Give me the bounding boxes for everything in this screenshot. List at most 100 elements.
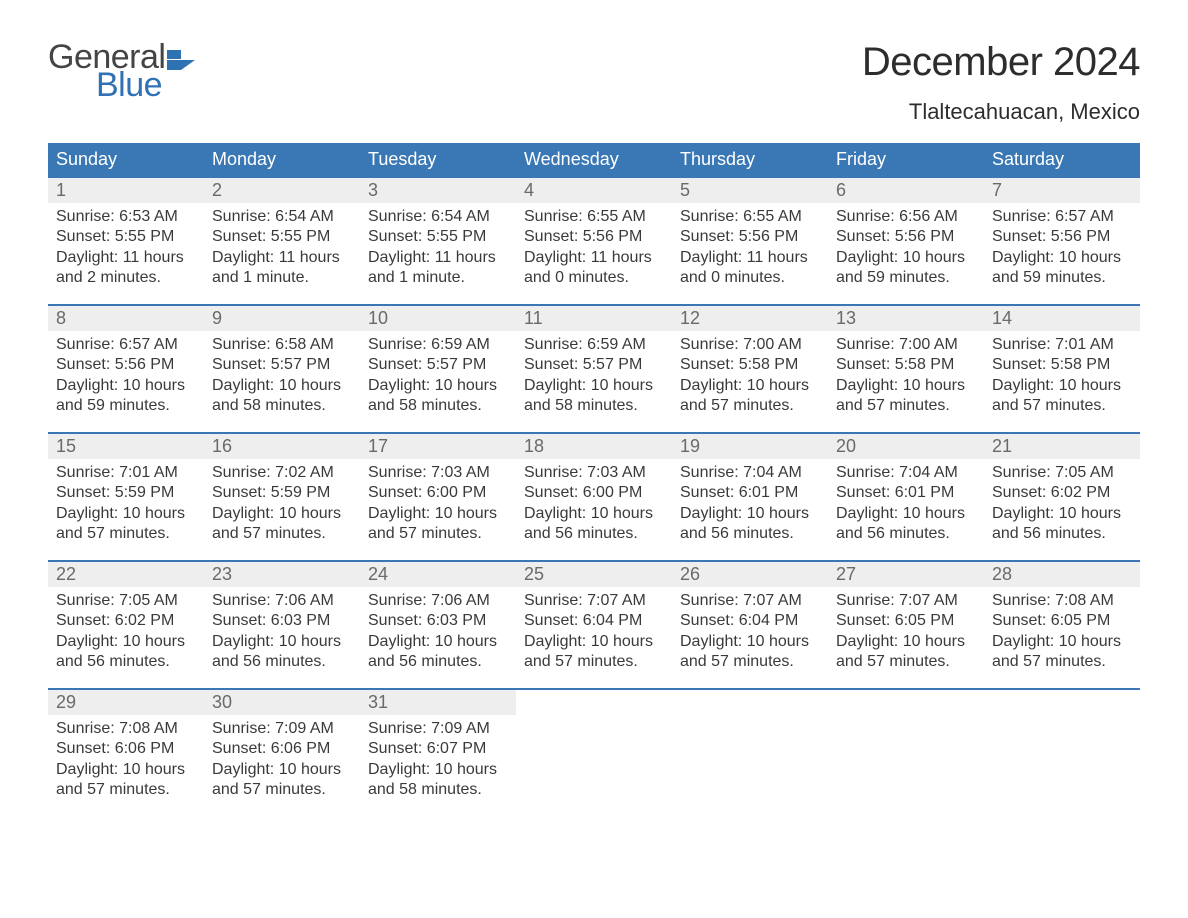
day-d2-line: and 57 minutes. [992, 652, 1132, 672]
day-sunset-line: Sunset: 6:00 PM [368, 483, 508, 503]
calendar-day-cell: 22Sunrise: 7:05 AMSunset: 6:02 PMDayligh… [48, 562, 204, 688]
day-d2-line: and 57 minutes. [680, 652, 820, 672]
day-d2-line: and 57 minutes. [368, 524, 508, 544]
day-details: Sunrise: 6:57 AMSunset: 5:56 PMDaylight:… [992, 207, 1132, 289]
day-d2-line: and 57 minutes. [992, 396, 1132, 416]
day-sunrise-line: Sunrise: 6:56 AM [836, 207, 976, 227]
calendar-day-cell: 20Sunrise: 7:04 AMSunset: 6:01 PMDayligh… [828, 434, 984, 560]
day-d2-line: and 59 minutes. [836, 268, 976, 288]
day-sunrise-line: Sunrise: 7:03 AM [368, 463, 508, 483]
day-d1-line: Daylight: 11 hours [680, 248, 820, 268]
day-sunset-line: Sunset: 6:02 PM [992, 483, 1132, 503]
weekday-header-cell: Wednesday [516, 143, 672, 176]
calendar: SundayMondayTuesdayWednesdayThursdayFrid… [48, 143, 1140, 816]
day-details: Sunrise: 7:00 AMSunset: 5:58 PMDaylight:… [680, 335, 820, 417]
day-sunset-line: Sunset: 6:05 PM [836, 611, 976, 631]
day-sunrise-line: Sunrise: 7:06 AM [368, 591, 508, 611]
calendar-day-empty [984, 690, 1140, 816]
calendar-day-cell: 8 Sunrise: 6:57 AMSunset: 5:56 PMDaylight… [48, 306, 204, 432]
day-sunset-line: Sunset: 6:02 PM [56, 611, 196, 631]
day-d2-line: and 58 minutes. [212, 396, 352, 416]
day-d1-line: Daylight: 10 hours [836, 504, 976, 524]
day-sunset-line: Sunset: 6:04 PM [680, 611, 820, 631]
calendar-day-cell: 26Sunrise: 7:07 AMSunset: 6:04 PMDayligh… [672, 562, 828, 688]
calendar-day-cell: 6Sunrise: 6:56 AMSunset: 5:56 PMDaylight… [828, 178, 984, 304]
day-sunset-line: Sunset: 6:07 PM [368, 739, 508, 759]
day-sunset-line: Sunset: 5:57 PM [212, 355, 352, 375]
day-sunset-line: Sunset: 5:58 PM [992, 355, 1132, 375]
day-details: Sunrise: 7:01 AMSunset: 5:59 PMDaylight:… [56, 463, 196, 545]
day-details: Sunrise: 7:02 AMSunset: 5:59 PMDaylight:… [212, 463, 352, 545]
calendar-day-cell: 1Sunrise: 6:53 AMSunset: 5:55 PMDaylight… [48, 178, 204, 304]
day-number: 29 [48, 690, 204, 715]
day-sunrise-line: Sunrise: 7:09 AM [368, 719, 508, 739]
day-sunrise-line: Sunrise: 6:58 AM [212, 335, 352, 355]
day-details: Sunrise: 6:56 AMSunset: 5:56 PMDaylight:… [836, 207, 976, 289]
day-sunrise-line: Sunrise: 6:59 AM [524, 335, 664, 355]
day-d2-line: and 57 minutes. [836, 652, 976, 672]
day-d2-line: and 57 minutes. [680, 396, 820, 416]
day-number: 28 [984, 562, 1140, 587]
day-number: 18 [516, 434, 672, 459]
day-d1-line: Daylight: 10 hours [212, 504, 352, 524]
day-sunrise-line: Sunrise: 7:08 AM [992, 591, 1132, 611]
calendar-day-cell: 14Sunrise: 7:01 AMSunset: 5:58 PMDayligh… [984, 306, 1140, 432]
day-d1-line: Daylight: 10 hours [992, 248, 1132, 268]
day-d1-line: Daylight: 11 hours [212, 248, 352, 268]
day-sunrise-line: Sunrise: 7:09 AM [212, 719, 352, 739]
day-sunrise-line: Sunrise: 6:54 AM [212, 207, 352, 227]
day-number: 8 [48, 306, 204, 331]
calendar-day-cell: 18Sunrise: 7:03 AMSunset: 6:00 PMDayligh… [516, 434, 672, 560]
day-d2-line: and 56 minutes. [836, 524, 976, 544]
day-details: Sunrise: 6:59 AMSunset: 5:57 PMDaylight:… [524, 335, 664, 417]
day-details: Sunrise: 7:07 AMSunset: 6:04 PMDaylight:… [680, 591, 820, 673]
calendar-day-cell: 15Sunrise: 7:01 AMSunset: 5:59 PMDayligh… [48, 434, 204, 560]
day-d1-line: Daylight: 11 hours [524, 248, 664, 268]
day-d2-line: and 56 minutes. [680, 524, 820, 544]
day-d2-line: and 58 minutes. [524, 396, 664, 416]
day-sunrise-line: Sunrise: 7:00 AM [836, 335, 976, 355]
day-d1-line: Daylight: 10 hours [212, 760, 352, 780]
calendar-day-cell: 31Sunrise: 7:09 AMSunset: 6:07 PMDayligh… [360, 690, 516, 816]
calendar-day-cell: 7 Sunrise: 6:57 AMSunset: 5:56 PMDaylight… [984, 178, 1140, 304]
day-number: 9 [204, 306, 360, 331]
day-details: Sunrise: 7:04 AMSunset: 6:01 PMDaylight:… [680, 463, 820, 545]
day-d2-line: and 0 minutes. [524, 268, 664, 288]
calendar-day-cell: 2Sunrise: 6:54 AMSunset: 5:55 PMDaylight… [204, 178, 360, 304]
day-sunrise-line: Sunrise: 7:04 AM [680, 463, 820, 483]
calendar-day-empty [516, 690, 672, 816]
day-number: 25 [516, 562, 672, 587]
calendar-day-cell: 28Sunrise: 7:08 AMSunset: 6:05 PMDayligh… [984, 562, 1140, 688]
day-details: Sunrise: 7:08 AMSunset: 6:06 PMDaylight:… [56, 719, 196, 801]
day-sunset-line: Sunset: 5:59 PM [212, 483, 352, 503]
day-details: Sunrise: 7:03 AMSunset: 6:00 PMDaylight:… [368, 463, 508, 545]
day-number: 11 [516, 306, 672, 331]
day-d1-line: Daylight: 10 hours [212, 632, 352, 652]
day-sunrise-line: Sunrise: 7:02 AM [212, 463, 352, 483]
day-sunrise-line: Sunrise: 7:05 AM [992, 463, 1132, 483]
day-d2-line: and 59 minutes. [56, 396, 196, 416]
calendar-day-cell: 3Sunrise: 6:54 AMSunset: 5:55 PMDaylight… [360, 178, 516, 304]
day-sunset-line: Sunset: 5:56 PM [56, 355, 196, 375]
day-d1-line: Daylight: 10 hours [524, 632, 664, 652]
calendar-day-empty [672, 690, 828, 816]
day-number: 27 [828, 562, 984, 587]
day-d1-line: Daylight: 10 hours [836, 376, 976, 396]
day-sunset-line: Sunset: 5:55 PM [368, 227, 508, 247]
day-d2-line: and 57 minutes. [56, 524, 196, 544]
day-sunrise-line: Sunrise: 6:59 AM [368, 335, 508, 355]
day-sunset-line: Sunset: 5:56 PM [680, 227, 820, 247]
day-number: 7 [984, 178, 1140, 203]
day-number: 17 [360, 434, 516, 459]
location-label: Tlaltecahuacan, Mexico [862, 99, 1140, 125]
day-details: Sunrise: 7:09 AMSunset: 6:07 PMDaylight:… [368, 719, 508, 801]
day-sunrise-line: Sunrise: 7:01 AM [56, 463, 196, 483]
day-sunrise-line: Sunrise: 7:07 AM [680, 591, 820, 611]
day-sunset-line: Sunset: 6:04 PM [524, 611, 664, 631]
day-details: Sunrise: 6:57 AMSunset: 5:56 PMDaylight:… [56, 335, 196, 417]
day-d2-line: and 57 minutes. [56, 780, 196, 800]
calendar-week-row: 8 Sunrise: 6:57 AMSunset: 5:56 PMDaylight… [48, 304, 1140, 432]
day-d2-line: and 58 minutes. [368, 780, 508, 800]
day-d2-line: and 58 minutes. [368, 396, 508, 416]
calendar-day-cell: 12Sunrise: 7:00 AMSunset: 5:58 PMDayligh… [672, 306, 828, 432]
